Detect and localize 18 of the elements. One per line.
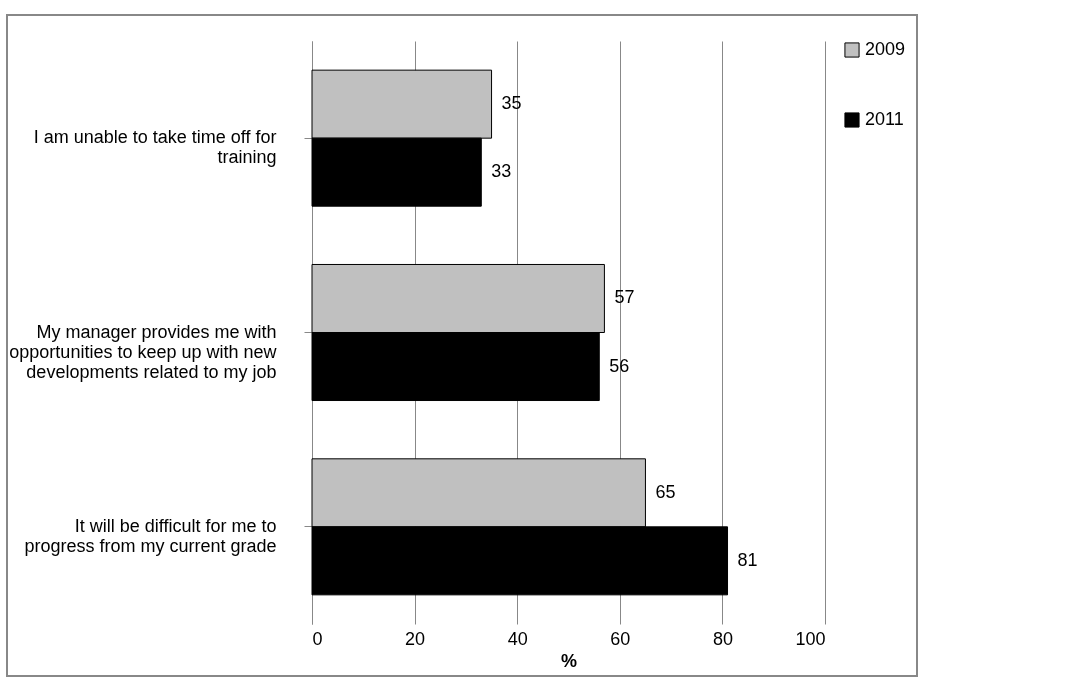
data-label: 33 bbox=[491, 161, 512, 182]
legend-label: 2011 bbox=[865, 109, 904, 129]
x-tick-label: 80 bbox=[712, 628, 733, 649]
y-tick-label: My manager provides me with opportunities to keep up with new developments related to my job bbox=[9, 321, 278, 382]
data-label: 81 bbox=[737, 549, 758, 570]
data-label: 35 bbox=[501, 93, 522, 114]
data-label: 65 bbox=[655, 481, 676, 502]
x-tick-label: 40 bbox=[507, 628, 528, 649]
x-tick-label: 0 bbox=[312, 628, 323, 649]
x-tick-label: 100 bbox=[795, 628, 826, 649]
x-tick-label: 20 bbox=[405, 628, 426, 649]
x-axis-title: % bbox=[560, 650, 578, 671]
x-tick-label: 60 bbox=[610, 628, 631, 649]
data-label: 57 bbox=[614, 287, 635, 308]
y-tick-label: I am unable to take time off for training bbox=[33, 127, 277, 168]
y-tick-label: It will be difficult for me to progress from my current grade bbox=[24, 515, 277, 556]
data-label: 56 bbox=[609, 355, 630, 376]
legend-label: 2009 bbox=[865, 39, 906, 59]
